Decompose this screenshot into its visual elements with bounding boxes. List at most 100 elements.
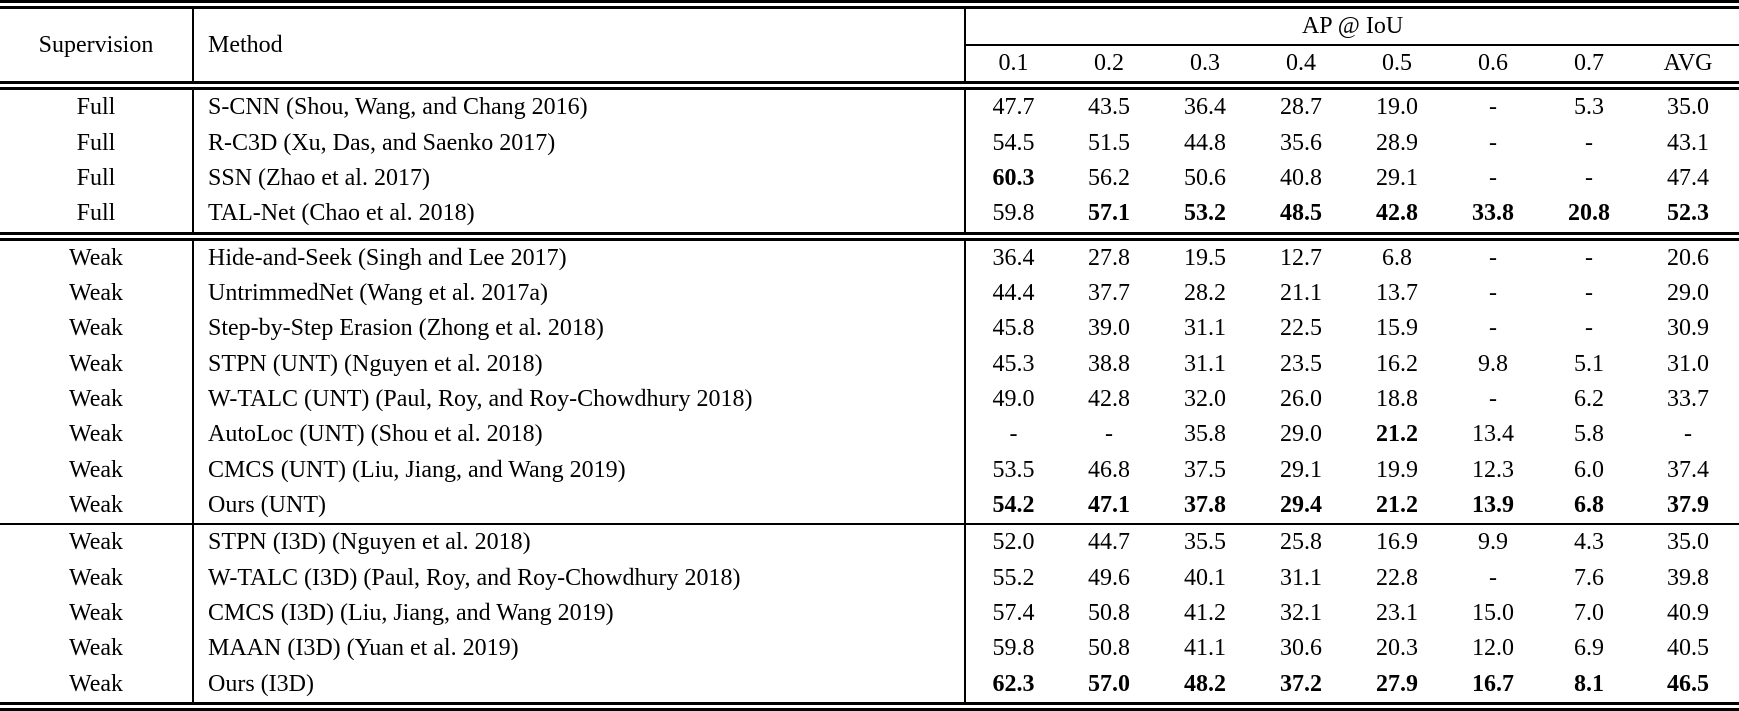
value-cell: 40.1: [1184, 564, 1226, 591]
section-full-supervision: Full S-CNN (Shou, Wang, and Chang 2016) 47…: [0, 85, 1739, 237]
value-cell: 5.1: [1574, 350, 1604, 377]
section-weak-supervision-i3d: Weak STPN (I3D) (Nguyen et al. 2018) 52.0 4…: [0, 524, 1739, 707]
value-cell: 47.4: [1667, 164, 1710, 191]
value-cell: 12.3: [1472, 456, 1514, 483]
col-header-method: Method: [193, 4, 966, 86]
value-cell: 19.9: [1376, 456, 1418, 483]
value-cell: 44.8: [1184, 129, 1226, 156]
value-cell: 31.1: [1184, 350, 1226, 377]
table-row: Weak UntrimmedNet (Wang et al. 2017a) 44.4…: [0, 276, 1739, 312]
value-cell: 22.8: [1376, 564, 1418, 591]
table-row: Full S-CNN (Shou, Wang, and Chang 2016) 47…: [0, 85, 1739, 126]
value-cell: 40.5: [1667, 635, 1710, 662]
supervision-cell: Weak: [0, 595, 194, 632]
supervision-cell: Weak: [0, 487, 194, 525]
method-cell: S-CNN (Shou, Wang, and Chang 2016): [193, 85, 966, 126]
value-cell: 29.0: [1667, 280, 1710, 307]
method-cell: UntrimmedNet (Wang et al. 2017a): [193, 276, 966, 312]
value-cell: 50.6: [1184, 164, 1226, 191]
supervision-cell: Full: [0, 160, 194, 197]
value-cell: 43.1: [1667, 129, 1710, 156]
value-cell: 28.2: [1184, 280, 1226, 307]
value-cell: 55.2: [992, 564, 1035, 591]
value-cell: 29.4: [1280, 492, 1322, 519]
value-cell: -: [1489, 164, 1497, 191]
value-cell: 52.0: [992, 529, 1035, 556]
value-cell: 45.3: [992, 350, 1035, 377]
supervision-cell: Weak: [0, 381, 194, 418]
value-cell: 36.4: [1184, 94, 1226, 121]
value-cell: 29.1: [1376, 164, 1418, 191]
value-cell: 4.3: [1574, 529, 1604, 556]
iou-col-header-0.2: 0.2: [1094, 50, 1124, 76]
method-cell: TAL-Net (Chao et al. 2018): [193, 196, 966, 237]
value-cell: 39.0: [1088, 315, 1130, 342]
method-cell: SSN (Zhao et al. 2017): [193, 160, 966, 197]
table-row: Weak Ours (I3D) 62.3 57.0 48.2 37.2 27.9 16.7 8.…: [0, 666, 1739, 707]
value-cell: 7.0: [1574, 600, 1604, 627]
value-cell: 13.9: [1472, 492, 1514, 519]
supervision-cell: Full: [0, 85, 194, 126]
value-cell: 12.0: [1472, 635, 1514, 662]
value-cell: 6.8: [1574, 492, 1604, 519]
method-cell: Hide-and-Seek (Singh and Lee 2017): [193, 236, 966, 277]
value-cell: 35.0: [1667, 529, 1710, 556]
method-cell: W-TALC (I3D) (Paul, Roy, and Roy-Chowdhu…: [193, 560, 966, 596]
value-cell: 49.0: [992, 386, 1035, 413]
value-cell: 45.8: [992, 315, 1035, 342]
section-weak-supervision-unt: Weak Hide-and-Seek (Singh and Lee 2017) 36…: [0, 236, 1739, 525]
iou-col-header-avg: AVG: [1663, 50, 1713, 76]
method-cell: AutoLoc (UNT) (Shou et al. 2018): [193, 417, 966, 453]
method-cell: Ours (I3D): [193, 666, 966, 707]
supervision-cell: Weak: [0, 666, 194, 707]
method-cell: STPN (UNT) (Nguyen et al. 2018): [193, 346, 966, 382]
value-cell: 18.8: [1376, 386, 1418, 413]
value-cell: 47.1: [1088, 492, 1130, 519]
value-cell: 57.1: [1088, 200, 1130, 227]
table-row: Weak Hide-and-Seek (Singh and Lee 2017) 36…: [0, 236, 1739, 277]
value-cell: 59.8: [992, 635, 1035, 662]
table-row: Weak Ours (UNT) 54.2 47.1 37.8 29.4 21.2 13.9 6.…: [0, 487, 1739, 525]
table-row: Full SSN (Zhao et al. 2017) 60.3 56.2 50.6 40…: [0, 160, 1739, 197]
value-cell: 43.5: [1088, 94, 1130, 121]
value-cell: 35.8: [1184, 421, 1226, 448]
iou-col-header-0.7: 0.7: [1574, 50, 1604, 76]
value-cell: 48.5: [1280, 200, 1322, 227]
value-cell: 35.0: [1667, 94, 1710, 121]
value-cell: 22.5: [1280, 315, 1322, 342]
value-cell: -: [1489, 386, 1497, 413]
value-cell: 53.2: [1184, 200, 1226, 227]
value-cell: 36.4: [992, 244, 1035, 271]
iou-col-header-0.5: 0.5: [1382, 50, 1412, 76]
value-cell: 15.0: [1472, 600, 1514, 627]
supervision-cell: Full: [0, 196, 194, 237]
value-cell: 52.3: [1667, 200, 1710, 227]
supervision-cell: Full: [0, 125, 194, 161]
method-cell: CMCS (UNT) (Liu, Jiang, and Wang 2019): [193, 452, 966, 488]
table-row: Weak W-TALC (UNT) (Paul, Roy, and Roy-Cho…: [0, 381, 1739, 418]
value-cell: 37.4: [1667, 456, 1710, 483]
value-cell: 13.7: [1376, 280, 1418, 307]
value-cell: 35.6: [1280, 129, 1322, 156]
value-cell: 6.8: [1382, 244, 1412, 271]
method-cell: MAAN (I3D) (Yuan et al. 2019): [193, 631, 966, 667]
value-cell: 27.8: [1088, 244, 1130, 271]
value-cell: -: [1585, 244, 1593, 271]
value-cell: 25.8: [1280, 529, 1322, 556]
value-cell: 9.8: [1478, 350, 1508, 377]
value-cell: -: [1585, 129, 1593, 156]
value-cell: -: [1489, 280, 1497, 307]
value-cell: 23.5: [1280, 350, 1322, 377]
value-cell: 42.8: [1376, 200, 1418, 227]
value-cell: 37.8: [1184, 492, 1226, 519]
value-cell: 51.5: [1088, 129, 1130, 156]
table-row: Weak CMCS (UNT) (Liu, Jiang, and Wang 201…: [0, 452, 1739, 488]
method-cell: W-TALC (UNT) (Paul, Roy, and Roy-Chowdhu…: [193, 381, 966, 418]
supervision-cell: Weak: [0, 417, 194, 453]
table-row: Weak W-TALC (I3D) (Paul, Roy, and Roy-Cho…: [0, 560, 1739, 596]
value-cell: 50.8: [1088, 600, 1130, 627]
value-cell: -: [1585, 315, 1593, 342]
value-cell: 44.7: [1088, 529, 1130, 556]
value-cell: -: [1585, 164, 1593, 191]
value-cell: 16.2: [1376, 350, 1418, 377]
